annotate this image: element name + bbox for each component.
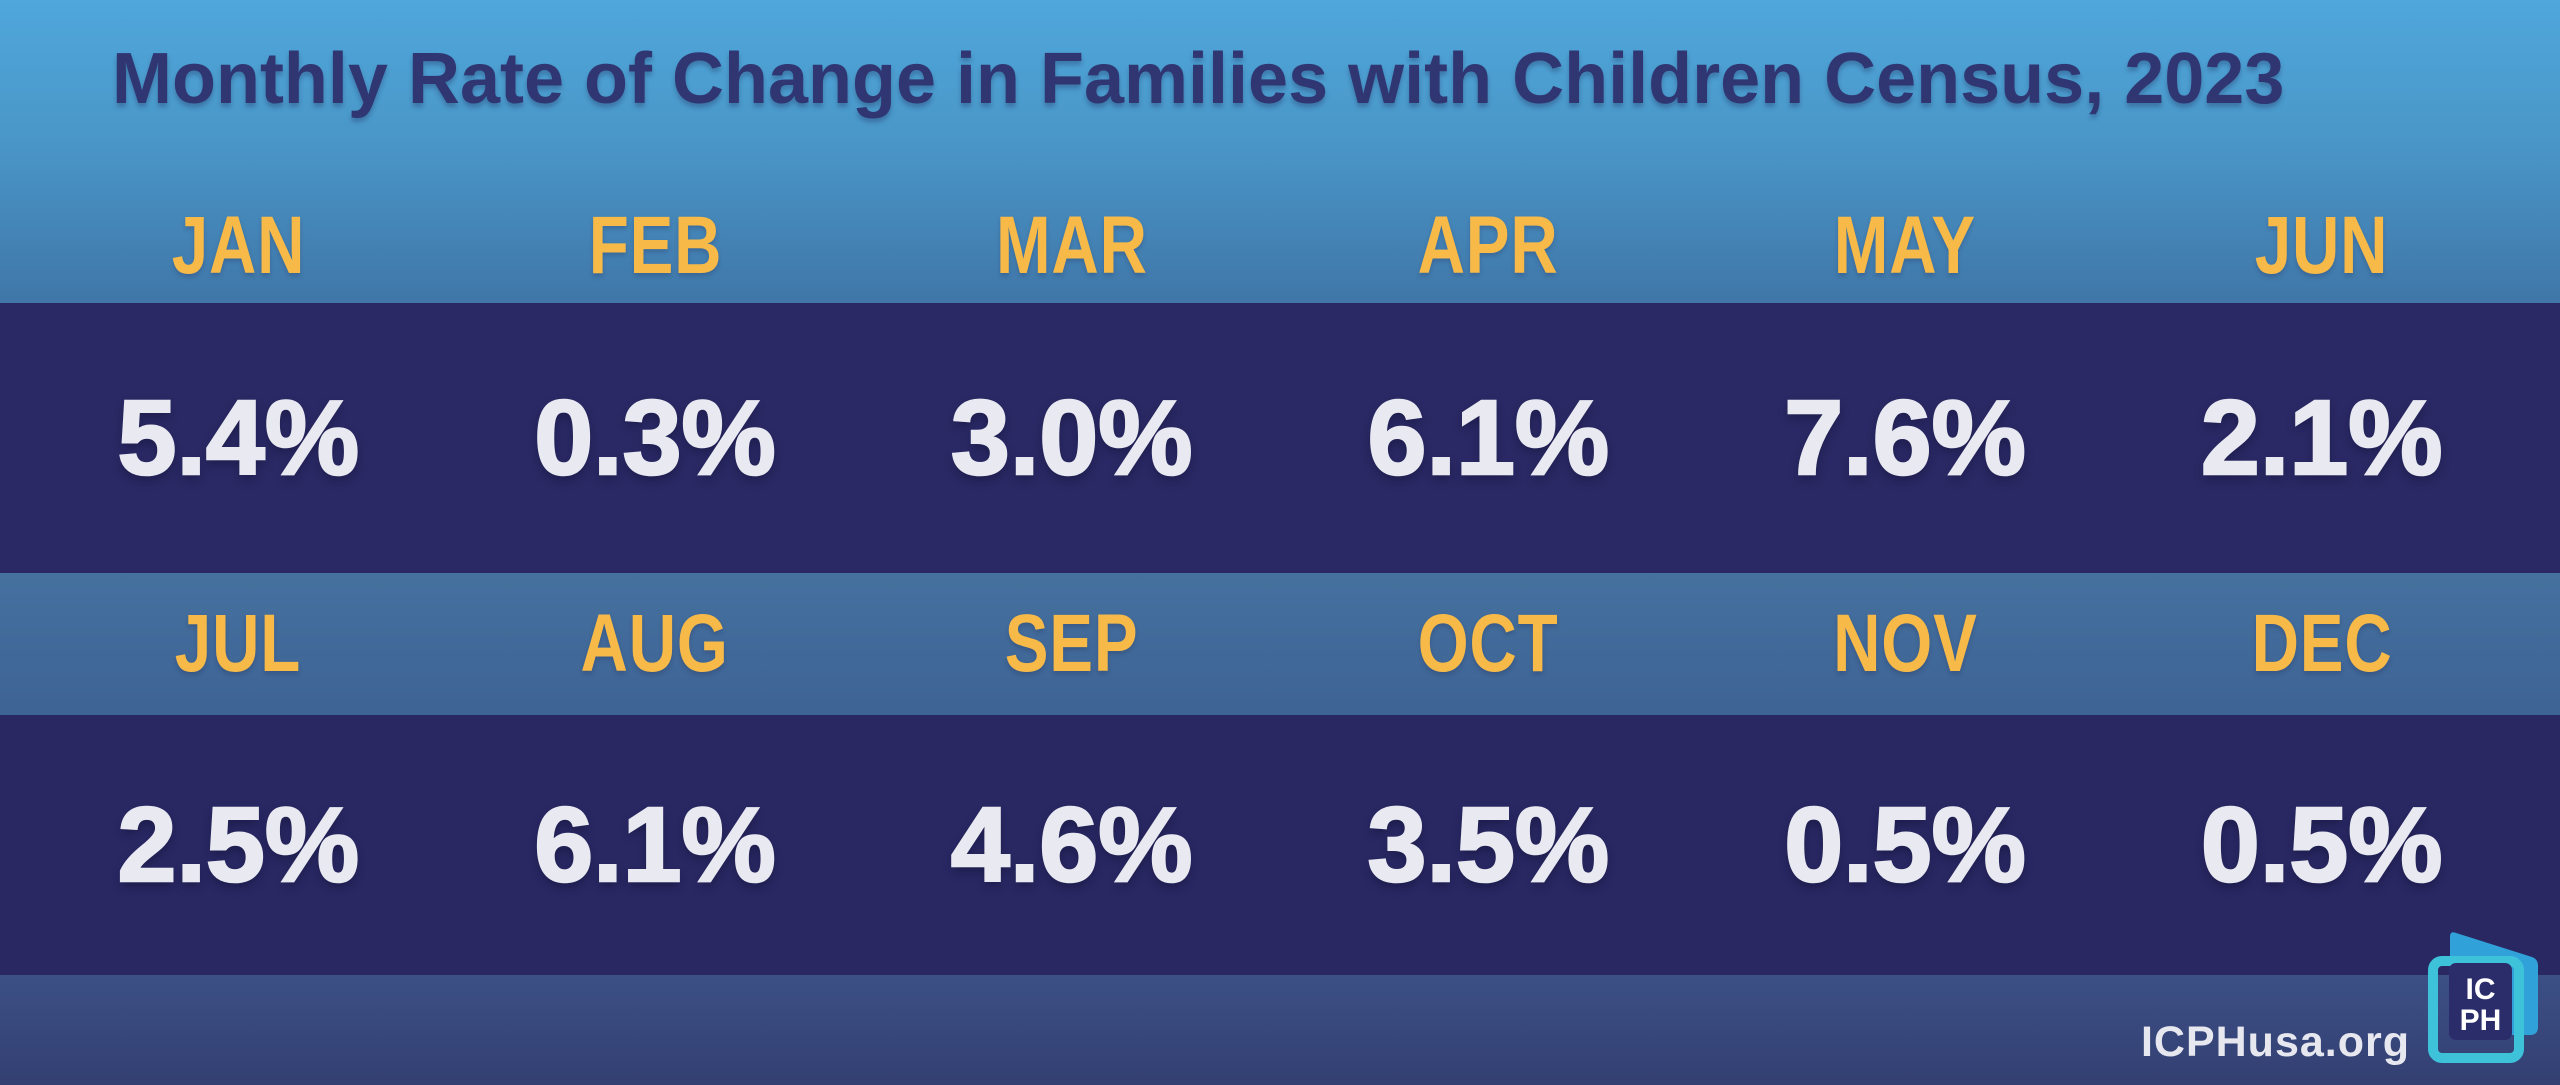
- month-label-jul: JUL: [175, 598, 302, 689]
- value-nov: 0.5%: [1783, 786, 2027, 904]
- value-aug: 6.1%: [533, 786, 777, 904]
- footer-band: [0, 975, 2560, 1085]
- months-row-1: JAN FEB MAR APR MAY JUN: [30, 205, 2530, 287]
- logo-square-shape: [2449, 963, 2512, 1040]
- icph-logo-icon: IC PH: [2428, 932, 2538, 1063]
- month-label-dec: DEC: [2251, 598, 2393, 689]
- website-url: ICPHusa.org: [2140, 1018, 2410, 1066]
- month-label-oct: OCT: [1417, 598, 1559, 689]
- logo-text-line2: PH: [2460, 1004, 2502, 1037]
- value-jan: 5.4%: [116, 379, 360, 497]
- month-label-jun: JUN: [2254, 200, 2389, 291]
- value-apr: 6.1%: [1366, 379, 1610, 497]
- month-label-may: MAY: [1833, 200, 1977, 291]
- top-band: Monthly Rate of Change in Families with …: [0, 0, 2560, 303]
- values-band-1: 5.4% 0.3% 3.0% 6.1% 7.6% 2.1%: [0, 303, 2560, 573]
- value-feb: 0.3%: [533, 379, 777, 497]
- month-label-feb: FEB: [588, 200, 722, 291]
- value-dec: 0.5%: [2200, 786, 2444, 904]
- value-mar: 3.0%: [950, 379, 1194, 497]
- months-band-2: JUL AUG SEP OCT NOV DEC: [0, 573, 2560, 715]
- month-label-apr: APR: [1417, 200, 1559, 291]
- value-may: 7.6%: [1783, 379, 2027, 497]
- values-band-2: 2.5% 6.1% 4.6% 3.5% 0.5% 0.5%: [0, 715, 2560, 975]
- value-jun: 2.1%: [2200, 379, 2444, 497]
- month-label-sep: SEP: [1004, 598, 1139, 689]
- logo-frame-shape: [2428, 956, 2524, 1063]
- months-row-2: JUL AUG SEP OCT NOV DEC: [30, 573, 2530, 715]
- values-row-2: 2.5% 6.1% 4.6% 3.5% 0.5% 0.5%: [30, 715, 2530, 975]
- page-title: Monthly Rate of Change in Families with …: [112, 39, 2285, 119]
- icph-logo: IC PH: [2428, 929, 2540, 1063]
- value-oct: 3.5%: [1366, 786, 1610, 904]
- month-label-jan: JAN: [171, 200, 306, 291]
- logo-text-line1: IC: [2466, 973, 2496, 1006]
- month-label-aug: AUG: [580, 598, 730, 689]
- month-label-nov: NOV: [1832, 598, 1978, 689]
- value-jul: 2.5%: [116, 786, 360, 904]
- month-label-mar: MAR: [995, 200, 1148, 291]
- values-row-1: 5.4% 0.3% 3.0% 6.1% 7.6% 2.1%: [30, 303, 2530, 573]
- value-sep: 4.6%: [950, 786, 1194, 904]
